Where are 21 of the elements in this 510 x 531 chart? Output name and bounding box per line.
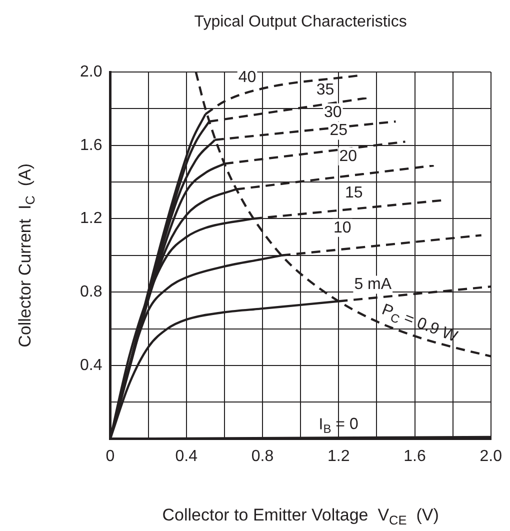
x-tick-label: 0	[106, 448, 115, 465]
y-tick-label: 2.0	[80, 63, 102, 80]
x-tick-label: 1.2	[328, 448, 350, 465]
y-tick-label: 0.8	[80, 283, 102, 300]
annotation: 5 mA	[354, 276, 392, 294]
annotation: 30	[324, 104, 342, 121]
x-tick-label: 0.8	[251, 448, 274, 465]
x-tick-label: 1.6	[404, 448, 426, 465]
y-tick-label: 1.2	[80, 210, 102, 228]
annotation: 20	[339, 148, 358, 165]
x-tick-label: 2.0	[480, 448, 502, 465]
y-axis-title: Collector Current IC (A)	[16, 163, 38, 348]
chart-title: Typical Output Characteristics	[194, 13, 407, 30]
y-tick-label: 1.6	[80, 136, 102, 154]
annotation: 35	[316, 82, 334, 99]
annotation: 25	[330, 122, 348, 140]
annotation: 40	[238, 68, 256, 86]
x-tick-label: 0.4	[175, 448, 198, 465]
y-tick-label: 0.4	[80, 356, 102, 374]
annotation: 10	[334, 219, 352, 236]
annotation: 15	[344, 184, 363, 202]
